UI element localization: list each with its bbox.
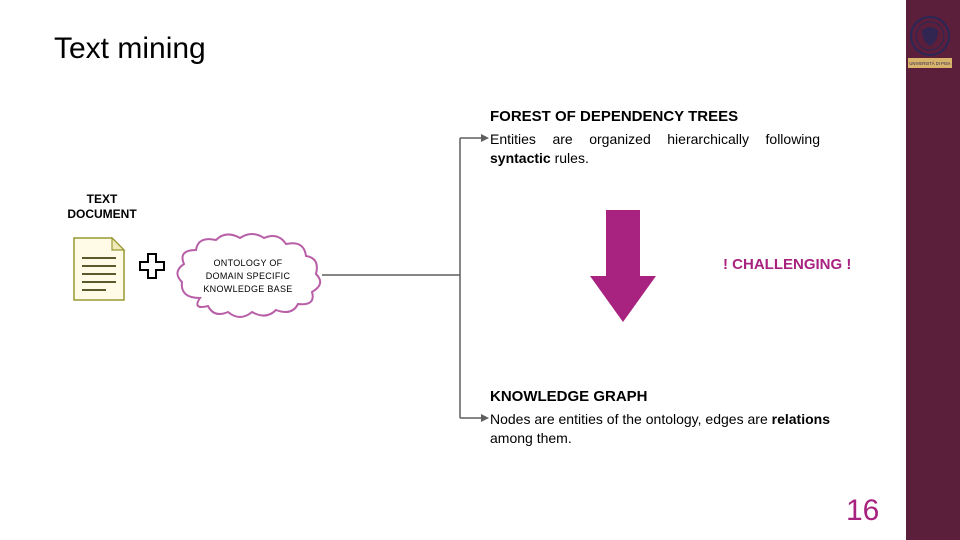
kg-body-bold: relations (772, 411, 830, 427)
forest-body: Entities are organized hierarchically fo… (490, 130, 820, 168)
forest-heading: FOREST OF DEPENDENCY TREES (490, 108, 738, 125)
page-number: 16 (846, 494, 879, 528)
forest-body-bold: syntactic (490, 150, 551, 166)
big-down-arrow-icon (590, 210, 656, 322)
kg-body-post: among them. (490, 430, 572, 446)
kg-body-pre: Nodes are entities of the ontology, edge… (490, 411, 772, 427)
forest-body-pre: Entities are organized hierarchically fo… (490, 131, 820, 147)
challenging-label: ! CHALLENGING ! (723, 256, 851, 273)
kg-body: Nodes are entities of the ontology, edge… (490, 410, 830, 448)
slide-root: { "layout": { "width": 960, "height": 54… (0, 0, 960, 540)
kg-heading: KNOWLEDGE GRAPH (490, 388, 648, 405)
forest-body-post: rules. (551, 150, 589, 166)
